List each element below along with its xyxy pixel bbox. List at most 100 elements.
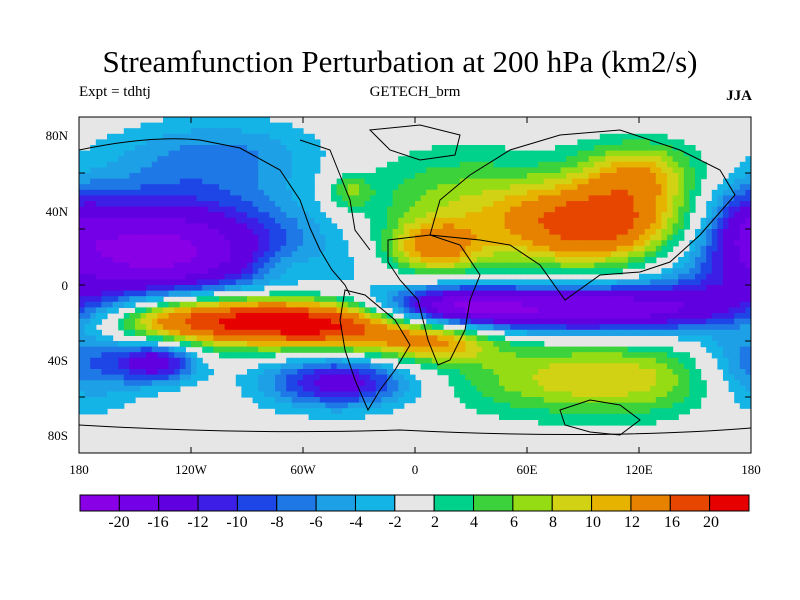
field-cell — [275, 279, 282, 286]
field-cell — [594, 391, 601, 398]
field-cell — [269, 380, 276, 387]
field-cell — [415, 240, 422, 247]
field-cell — [487, 223, 494, 230]
field-cell — [336, 240, 343, 247]
field-cell — [252, 167, 259, 174]
field-cell — [415, 229, 422, 236]
field-cell — [235, 217, 242, 224]
field-cell — [448, 341, 455, 348]
field-cell — [510, 318, 517, 325]
field-cell — [644, 217, 651, 224]
field-cell — [689, 184, 696, 191]
field-cell — [465, 234, 472, 241]
field-cell — [101, 184, 108, 191]
field-cell — [644, 195, 651, 202]
field-cell — [163, 313, 170, 320]
field-cell — [291, 245, 298, 252]
field-cell — [644, 212, 651, 219]
field-cell — [493, 357, 500, 364]
field-cell — [202, 262, 209, 269]
field-cell — [129, 352, 136, 359]
field-cell — [247, 301, 254, 308]
field-cell — [90, 273, 97, 280]
field-cell — [678, 268, 685, 275]
field-cell — [179, 145, 186, 152]
field-cell — [465, 363, 472, 370]
field-cell — [286, 385, 293, 392]
field-cell — [599, 150, 606, 157]
field-cell — [224, 184, 231, 191]
field-cell — [454, 156, 461, 163]
field-cell — [734, 229, 741, 236]
field-cell — [409, 352, 416, 359]
field-cell — [437, 195, 444, 202]
field-cell — [566, 257, 573, 264]
field-cell — [476, 369, 483, 376]
field-cell — [196, 145, 203, 152]
field-cell — [112, 301, 119, 308]
field-cell — [135, 369, 142, 376]
field-cell — [258, 380, 265, 387]
field-cell — [717, 201, 724, 208]
field-cell — [297, 385, 304, 392]
field-cell — [269, 318, 276, 325]
field-cell — [247, 296, 254, 303]
field-cell — [258, 201, 265, 208]
field-cell — [314, 301, 321, 308]
field-cell — [655, 307, 662, 314]
field-cell — [263, 251, 270, 258]
field-cell — [118, 161, 125, 168]
field-cell — [745, 313, 751, 320]
field-cell — [588, 296, 595, 303]
field-cell — [280, 380, 287, 387]
field-cell — [728, 335, 735, 342]
field-cell — [269, 206, 276, 213]
field-cell — [504, 385, 511, 392]
field-cell — [493, 167, 500, 174]
field-cell — [717, 257, 724, 264]
field-cell — [555, 313, 562, 320]
field-cell — [431, 290, 438, 297]
field-cell — [571, 201, 578, 208]
field-cell — [639, 245, 646, 252]
field-cell — [347, 206, 354, 213]
field-cell — [135, 251, 142, 258]
field-cell — [297, 341, 304, 348]
field-cell — [258, 145, 265, 152]
field-cell — [420, 195, 427, 202]
field-cell — [627, 229, 634, 236]
field-cell — [577, 313, 584, 320]
field-cell — [101, 313, 108, 320]
field-cell — [605, 201, 612, 208]
field-cell — [650, 156, 657, 163]
field-cell — [549, 212, 556, 219]
field-cell — [700, 385, 707, 392]
field-cell — [381, 369, 388, 376]
field-cell — [689, 313, 696, 320]
field-cell — [493, 385, 500, 392]
field-cell — [594, 397, 601, 404]
field-cell — [555, 307, 562, 314]
field-cell — [521, 201, 528, 208]
field-cell — [241, 324, 248, 331]
field-cell — [627, 301, 634, 308]
field-cell — [745, 173, 751, 180]
field-cell — [291, 184, 298, 191]
field-cell — [437, 307, 444, 314]
field-cell — [510, 279, 517, 286]
field-cell — [538, 178, 545, 185]
field-cell — [252, 139, 259, 146]
field-cell — [202, 212, 209, 219]
field-cell — [672, 391, 679, 398]
field-cell — [487, 307, 494, 314]
field-cell — [213, 335, 220, 342]
field-cell — [191, 245, 198, 252]
field-cell — [588, 374, 595, 381]
field-cell — [672, 357, 679, 364]
field-cell — [543, 279, 550, 286]
field-cell — [303, 189, 310, 196]
field-cell — [605, 329, 612, 336]
field-cell — [543, 352, 550, 359]
field-cell — [644, 296, 651, 303]
field-cell — [471, 397, 478, 404]
